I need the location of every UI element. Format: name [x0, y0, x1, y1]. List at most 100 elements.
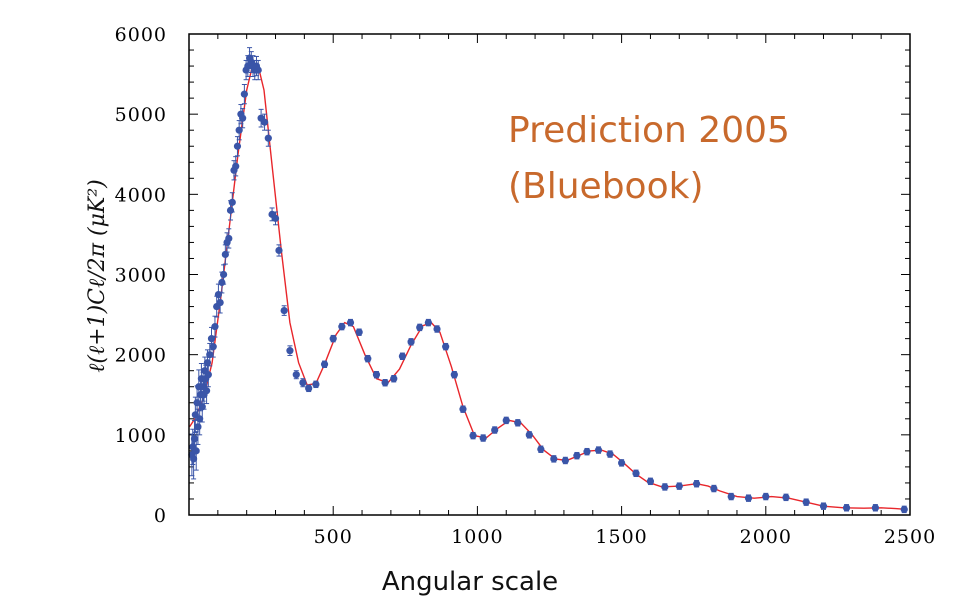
data-point — [271, 214, 280, 222]
y-axis-label: ℓ(ℓ+1)Cℓ/2π (μK²) — [85, 179, 110, 373]
data-point — [346, 319, 355, 327]
data-point — [220, 270, 228, 279]
data-point — [206, 351, 214, 359]
annotation-line-2: (Bluebook) — [508, 166, 704, 207]
data-point — [618, 459, 626, 467]
x-tick-label: 500 — [314, 526, 353, 548]
data-point — [232, 162, 240, 170]
x-tick-label: 2500 — [884, 526, 936, 548]
data-point — [594, 446, 603, 454]
data-point — [225, 234, 233, 243]
data-point — [744, 494, 753, 502]
data-point — [204, 371, 212, 379]
y-tick-label: 4000 — [115, 184, 167, 206]
data-point — [240, 90, 248, 98]
data-point — [537, 445, 545, 453]
data-point — [606, 450, 614, 458]
data-point — [228, 198, 236, 206]
plot-frame — [188, 33, 911, 516]
data-point — [320, 360, 329, 368]
data-point — [280, 306, 288, 315]
x-tick-label: 2000 — [740, 526, 792, 548]
data-point — [329, 335, 337, 343]
data-point — [573, 452, 581, 460]
data-point — [675, 482, 683, 490]
data-point — [239, 114, 247, 122]
data-point — [299, 379, 307, 387]
data-points-layer — [188, 47, 908, 514]
y-tick-label: 5000 — [115, 104, 167, 126]
y-tick-label: 1000 — [115, 425, 167, 447]
data-point — [900, 505, 908, 513]
data-point — [525, 431, 533, 439]
data-point — [782, 493, 790, 501]
data-point — [292, 371, 300, 379]
y-tick-label: 3000 — [115, 265, 167, 287]
x-tick-label: 1500 — [595, 526, 647, 548]
data-point — [710, 484, 718, 493]
data-point — [561, 456, 569, 465]
data-point — [218, 278, 226, 287]
data-point — [264, 134, 272, 142]
x-tick-label: 1000 — [451, 526, 503, 548]
data-point — [450, 371, 458, 379]
data-point — [202, 387, 211, 395]
data-point — [275, 246, 283, 255]
data-point — [491, 426, 499, 434]
data-point — [338, 323, 346, 331]
data-point — [226, 206, 235, 214]
data-point — [819, 502, 828, 510]
data-point — [196, 415, 204, 423]
data-point — [692, 480, 701, 488]
data-point — [194, 423, 202, 431]
data-point — [235, 126, 243, 134]
data-point — [646, 477, 655, 485]
data-point — [260, 118, 269, 126]
data-point — [416, 323, 424, 332]
data-point — [469, 432, 477, 440]
data-point — [424, 319, 432, 327]
data-point — [871, 504, 879, 512]
y-tick-label: 6000 — [115, 24, 167, 46]
data-point — [661, 483, 669, 491]
data-point — [381, 379, 389, 387]
tick-labels: 500 1000 1500 2000 2500 0 1000 2000 3000 4000 5000… — [115, 24, 936, 548]
axis-ticks — [189, 33, 911, 515]
data-point — [209, 343, 217, 351]
data-point — [762, 492, 770, 501]
data-point — [390, 375, 398, 383]
data-point — [727, 492, 735, 501]
data-point — [286, 347, 294, 355]
data-point — [355, 328, 363, 336]
data-point — [479, 434, 487, 442]
y-tick-label: 2000 — [115, 345, 167, 367]
data-point — [514, 419, 522, 427]
data-point — [632, 469, 640, 477]
data-point — [233, 142, 242, 150]
data-point — [221, 250, 229, 259]
data-point — [305, 384, 313, 392]
data-point — [459, 405, 467, 413]
x-axis-label: Angular scale — [382, 567, 558, 597]
annotation-line-1: Prediction 2005 — [508, 110, 790, 151]
data-point — [550, 455, 558, 463]
data-point — [216, 298, 224, 307]
data-point — [190, 435, 199, 443]
data-point — [211, 323, 219, 331]
data-point — [407, 338, 415, 346]
data-point — [842, 504, 851, 512]
data-point — [192, 447, 200, 455]
data-point — [312, 380, 320, 388]
data-point — [372, 371, 381, 379]
y-tick-label: 0 — [154, 505, 167, 527]
data-point — [254, 66, 262, 74]
data-point — [502, 416, 510, 425]
data-point — [364, 355, 372, 363]
data-point — [583, 448, 591, 456]
data-point — [398, 352, 407, 360]
data-point — [433, 325, 441, 333]
data-point — [442, 343, 450, 351]
data-point — [802, 498, 810, 506]
